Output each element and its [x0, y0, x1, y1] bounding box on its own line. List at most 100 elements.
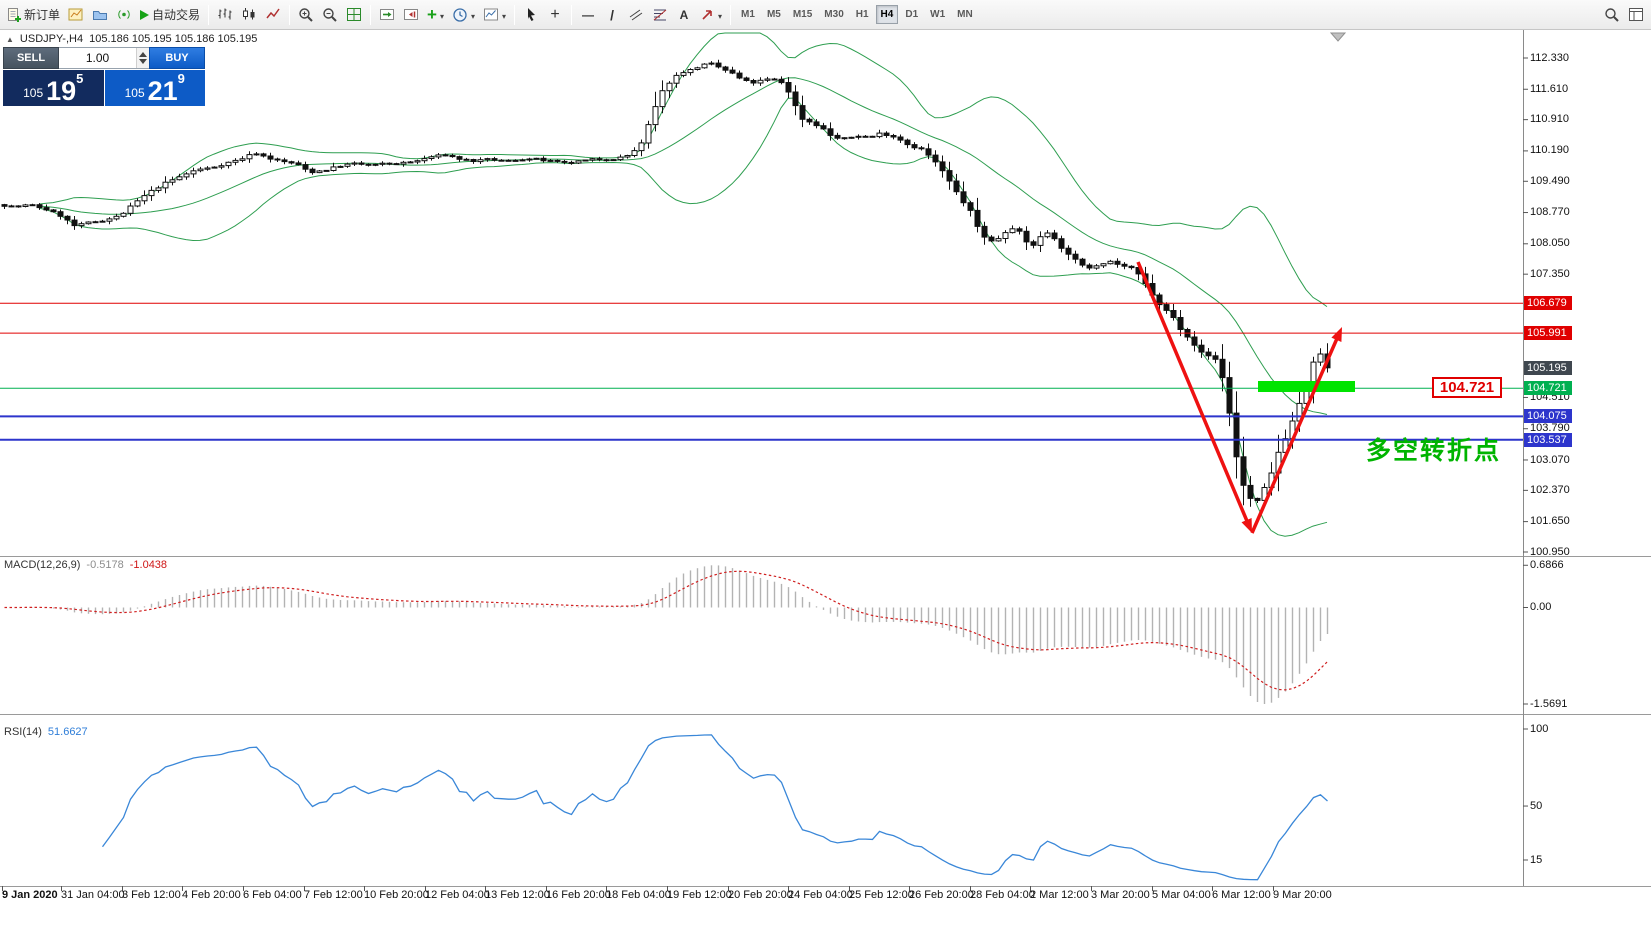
- timeframe-m5[interactable]: M5: [762, 5, 786, 24]
- volume-field: [59, 47, 149, 69]
- alerts-button[interactable]: [112, 3, 136, 27]
- arrows-tool-button[interactable]: [696, 3, 726, 27]
- indicators-plus-icon: [427, 6, 437, 23]
- toolbar-separator: [370, 4, 372, 25]
- rsi-name: RSI(14): [4, 726, 42, 738]
- toolbar-separator: [289, 4, 291, 25]
- line-chart-icon: [265, 7, 281, 22]
- symbol-bar: USDJPY-,H4 105.186 105.195 105.186 105.1…: [6, 33, 257, 45]
- spinner-down-icon: [139, 59, 147, 64]
- cursor-icon: [524, 7, 538, 22]
- text-tool-button[interactable]: [672, 3, 696, 27]
- buy-price-display[interactable]: 105 21 9: [104, 70, 205, 106]
- new-order-button[interactable]: 新订单: [3, 3, 64, 27]
- chart-shift-icon: [403, 7, 419, 22]
- trendline-icon: [610, 8, 614, 22]
- profiles-button[interactable]: [88, 3, 112, 27]
- zoom-in-icon: [298, 7, 314, 23]
- rsi-indicator-label: RSI(14) 51.6627: [4, 726, 88, 738]
- crosshair-button[interactable]: [543, 3, 567, 27]
- rsi-value: 51.6627: [47, 726, 88, 738]
- periods-button[interactable]: [448, 3, 479, 27]
- timeframe-h1[interactable]: H1: [851, 5, 874, 24]
- new-chart-icon: [68, 7, 84, 22]
- fibonacci-icon: [652, 7, 668, 22]
- arrows-tool-icon: [700, 7, 715, 22]
- chevron-down-icon: [718, 9, 722, 21]
- timeframe-m15[interactable]: M15: [788, 5, 817, 24]
- auto-scroll-icon: [379, 7, 395, 22]
- toolbar: 新订单 自动交易: [0, 0, 1651, 30]
- toolbar-separator: [514, 4, 516, 25]
- templates-icon: [483, 7, 499, 22]
- zoom-out-button[interactable]: [318, 3, 342, 27]
- sell-button[interactable]: SELL: [3, 47, 59, 69]
- text-tool-icon: [680, 9, 689, 21]
- horizontal-line-button[interactable]: [576, 3, 600, 27]
- one-click-collapse-icon[interactable]: [6, 34, 14, 45]
- new-chart-button[interactable]: [64, 3, 88, 27]
- timeframe-m30[interactable]: M30: [819, 5, 848, 24]
- zoom-in-button[interactable]: [294, 3, 318, 27]
- channel-button[interactable]: [624, 3, 648, 27]
- alerts-icon: [116, 7, 132, 22]
- symbol-search-icon: [1604, 7, 1620, 23]
- toolbar-separator: [208, 4, 210, 25]
- candlestick-mode-button[interactable]: [237, 3, 261, 27]
- toolbar-separator: [730, 4, 732, 25]
- line-chart-mode-button[interactable]: [261, 3, 285, 27]
- timeframe-d1[interactable]: D1: [900, 5, 923, 24]
- timeframe-h4[interactable]: H4: [875, 5, 899, 24]
- indicators-button[interactable]: [423, 3, 448, 27]
- zoom-out-icon: [322, 7, 338, 23]
- macd-signal-value: -1.0438: [129, 559, 168, 571]
- profiles-icon: [92, 7, 108, 22]
- buy-button[interactable]: BUY: [149, 47, 205, 69]
- macd-main-value: -0.5178: [86, 559, 124, 571]
- new-order-icon: [7, 7, 21, 23]
- timeframe-m1[interactable]: M1: [736, 5, 760, 24]
- timeframe-mn[interactable]: MN: [952, 5, 978, 24]
- crosshair-icon: [550, 7, 559, 23]
- autotrading-play-icon: [140, 9, 150, 20]
- chevron-down-icon: [440, 9, 444, 21]
- timeframe-w1[interactable]: W1: [925, 5, 950, 24]
- time-axis[interactable]: [0, 886, 1651, 908]
- symbol-title: USDJPY-,H4: [19, 33, 84, 45]
- cursor-button[interactable]: [519, 3, 543, 27]
- toolbar-separator: [571, 4, 573, 25]
- chart-shift-button[interactable]: [399, 3, 423, 27]
- sell-price-display[interactable]: 105 19 5: [3, 70, 104, 106]
- auto-trading-label: 自动交易: [152, 8, 201, 22]
- price-scale[interactable]: [1523, 30, 1651, 886]
- timeframe-switcher: M1 M5 M15 M30 H1 H4 D1 W1 MN: [735, 5, 979, 24]
- fibonacci-button[interactable]: [648, 3, 672, 27]
- symbol-search-button[interactable]: [1600, 3, 1624, 27]
- bars-icon: [217, 7, 233, 22]
- tile-windows-icon: [346, 7, 362, 22]
- auto-scroll-button[interactable]: [375, 3, 399, 27]
- templates-button[interactable]: [479, 3, 510, 27]
- chevron-down-icon: [471, 9, 475, 21]
- horizontal-line-icon: [582, 9, 594, 21]
- turning-point-annotation: 多空转折点: [1366, 437, 1502, 465]
- level-callout-label: 104.721: [1432, 377, 1502, 398]
- channel-icon: [628, 7, 644, 22]
- auto-trading-button[interactable]: 自动交易: [136, 3, 204, 27]
- symbol-ohlc: 105.186 105.195 105.186 105.195: [89, 33, 258, 45]
- spinner-up-icon: [139, 52, 147, 57]
- bar-chart-mode-button[interactable]: [213, 3, 237, 27]
- macd-indicator-label: MACD(12,26,9) -0.5178 -1.0438: [4, 559, 167, 571]
- new-order-label: 新订单: [24, 8, 61, 22]
- volume-spinner[interactable]: [136, 48, 149, 68]
- candles-icon: [241, 7, 257, 22]
- volume-input[interactable]: [59, 48, 136, 68]
- trendline-button[interactable]: [600, 3, 624, 27]
- data-window-button[interactable]: [1624, 3, 1648, 27]
- tile-windows-button[interactable]: [342, 3, 366, 27]
- chevron-down-icon: [502, 9, 506, 21]
- data-window-icon: [1628, 7, 1644, 22]
- periods-clock-icon: [452, 7, 468, 23]
